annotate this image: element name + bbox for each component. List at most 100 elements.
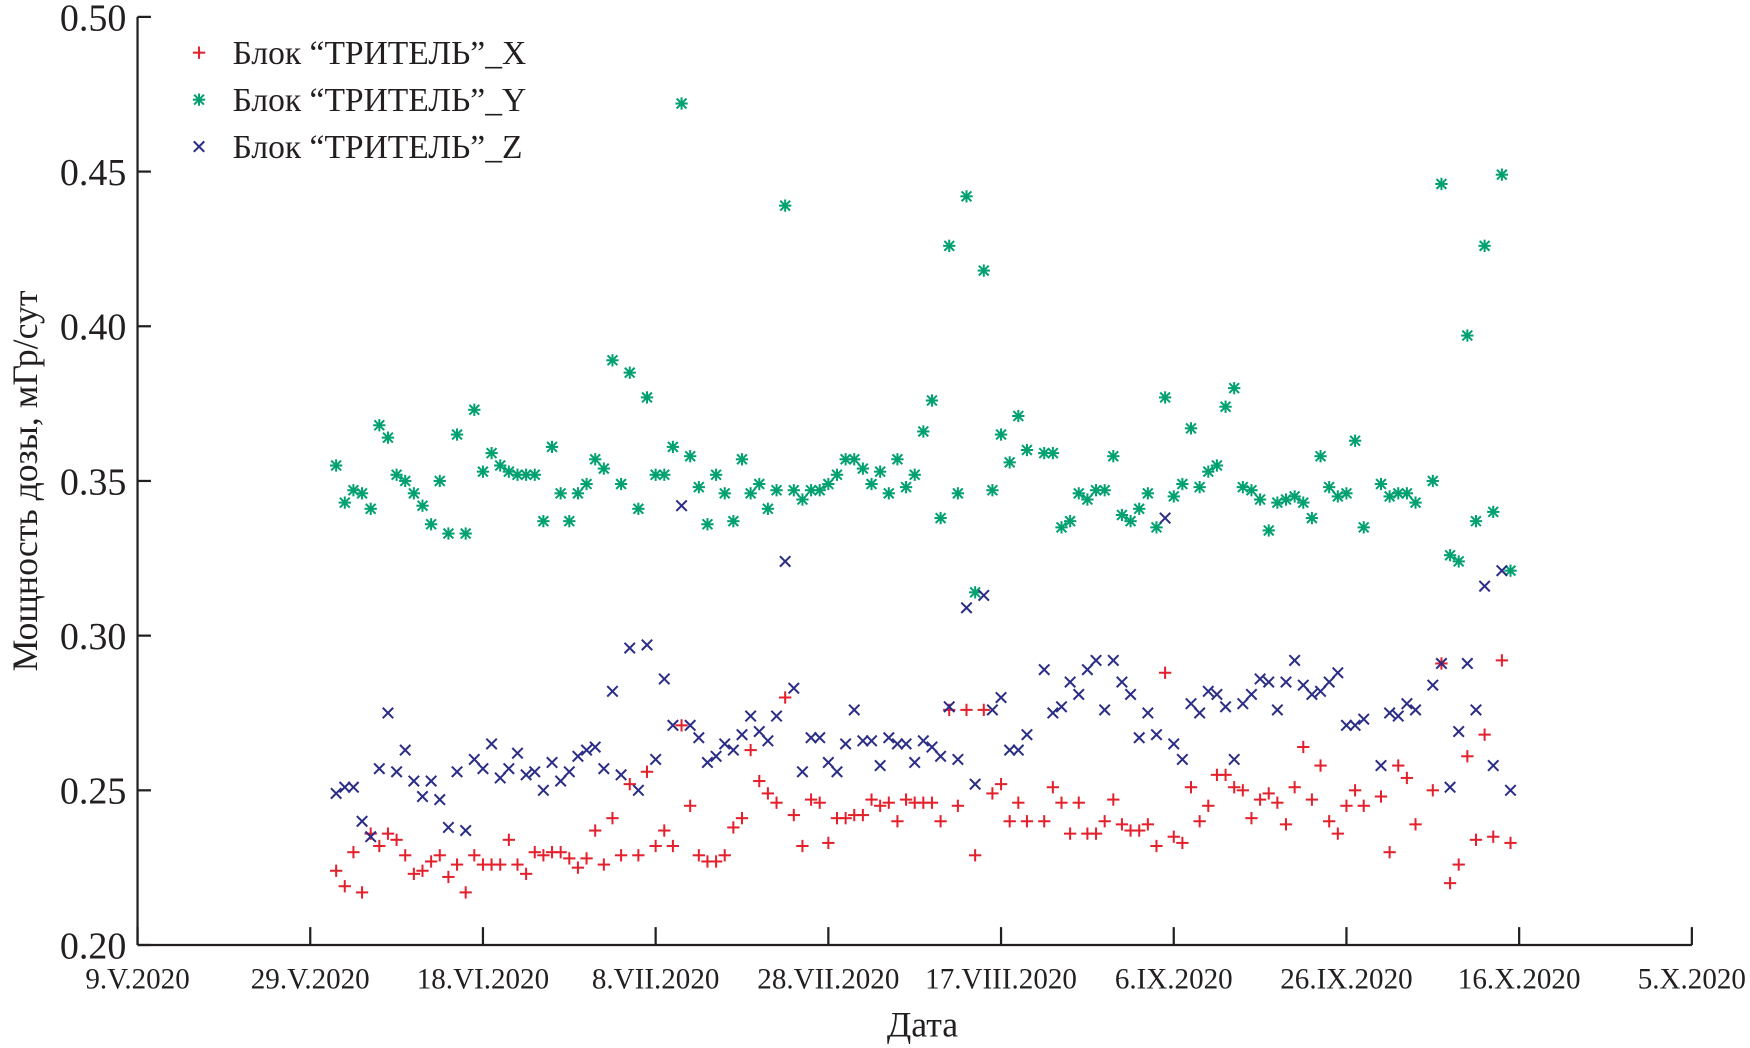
data-point [416,499,429,512]
data-point [381,827,395,840]
data-point [450,858,464,871]
y-tick-label: 0.30 [60,616,127,658]
data-point [373,419,386,432]
data-point [1245,688,1258,701]
data-point [338,496,351,509]
data-point [718,737,731,750]
data-point [735,812,749,825]
data-point [744,743,757,757]
data-point [1081,663,1094,676]
data-point [502,762,515,775]
data-point [416,864,429,877]
data-point [831,765,843,778]
data-point [753,774,766,788]
data-point [641,638,653,651]
legend-marker-cross-icon [193,140,205,153]
data-point [701,756,714,769]
data-point [1167,737,1180,750]
data-point [485,446,498,460]
data-point [1305,793,1319,806]
data-point [882,796,895,809]
data-point [1495,654,1509,667]
data-point [1141,818,1154,831]
data-point [1504,836,1517,850]
data-point [813,796,826,809]
data-point [908,756,921,769]
data-point [399,849,412,862]
data-point [580,852,593,865]
x-tick-label: 26.IX.2020 [1280,964,1412,996]
data-point [468,849,481,862]
data-point [666,719,679,732]
data-point [416,790,429,803]
data-point [874,759,887,772]
data-point [468,403,481,416]
data-point [718,487,731,500]
data-point [727,821,740,834]
data-point [1003,744,1016,757]
data-point [779,691,792,704]
legend-item-y: Блок “ТРИТЕЛЬ”_Y [192,82,526,119]
data-point [666,839,680,853]
data-point [1478,728,1491,741]
data-point [1331,666,1344,679]
data-point [710,750,723,763]
data-point [364,502,377,515]
data-point [770,796,783,809]
data-point [718,849,731,862]
legend-marker [193,140,205,153]
data-point [934,815,947,828]
data-point [1297,740,1310,754]
data-point [1357,521,1370,534]
data-point [977,264,990,277]
data-point [1262,524,1275,537]
data-point [338,781,351,794]
data-point [1470,703,1482,716]
data-point [770,710,783,723]
data-point [1444,781,1457,794]
data-point [891,815,904,828]
data-point [537,784,550,797]
data-point [1150,728,1163,741]
data-point [1504,564,1517,577]
data-point [874,465,887,478]
data-point [1055,521,1068,534]
data-point [1400,487,1414,500]
data-point [727,744,740,757]
data-point [1141,487,1154,500]
data-point [451,765,463,778]
y-tick-label: 0.20 [60,925,127,967]
x-tick-label: 29.V.2020 [251,964,370,996]
data-point [856,734,869,747]
data-point [1400,771,1414,785]
data-point [632,849,645,862]
data-point [563,765,576,778]
data-point [968,586,982,599]
legend-item-x: Блок “ТРИТЕЛЬ”_X [192,35,526,72]
data-point [1150,521,1163,534]
data-point [606,685,619,698]
data-point [658,673,671,685]
data-point [563,852,576,865]
data-point [1323,480,1336,494]
data-point [1081,493,1094,506]
y-axis-label: Мощность дозы, мГр/сут [5,290,45,671]
data-point [995,691,1007,704]
data-point [1210,688,1223,701]
data-point [1245,484,1258,497]
data-point [347,781,360,794]
data-point [761,502,775,515]
data-point [424,855,438,868]
data-point [839,453,852,466]
data-point [450,428,464,441]
data-point [649,839,662,853]
data-point [804,793,818,806]
data-point [1323,676,1336,688]
data-point [1349,719,1362,732]
data-point [1021,728,1033,741]
data-point [934,511,947,525]
data-point [1279,818,1293,831]
data-point [1305,688,1318,701]
data-point [546,756,558,769]
